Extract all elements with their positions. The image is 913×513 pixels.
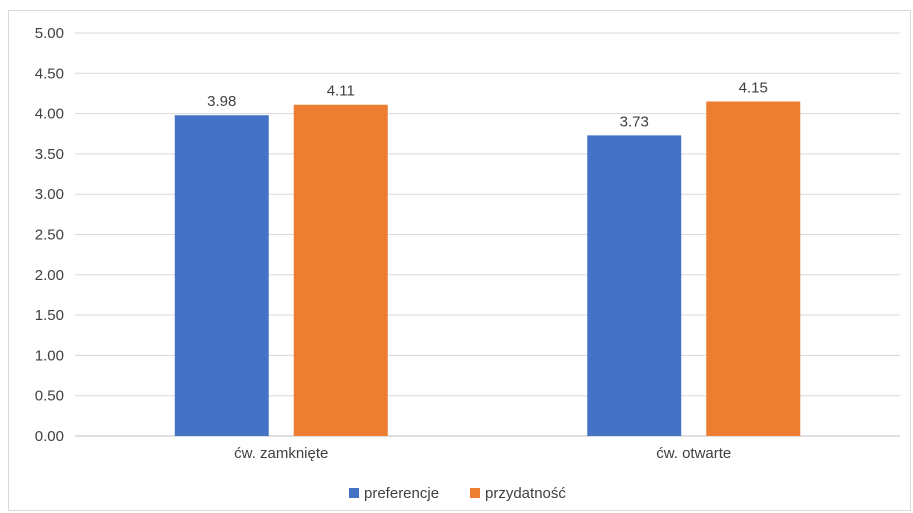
- bars: [174, 101, 801, 436]
- y-tick-label: 4.00: [35, 106, 64, 123]
- data-label: 4.11: [327, 83, 355, 100]
- data-label: 4.15: [739, 80, 768, 97]
- legend-swatch-przydatność: [470, 488, 480, 498]
- category-label: ćw. zamknięte: [234, 445, 328, 462]
- bar-przydatność-0: [293, 104, 388, 436]
- y-tick-label: 0.50: [35, 388, 64, 405]
- bar-preferencje-1: [587, 135, 682, 436]
- y-tick-label: 1.50: [35, 307, 64, 324]
- x-axis-category-labels: ćw. zamknięte ćw. otwarte: [234, 445, 731, 462]
- legend: preferencje przydatność: [349, 485, 566, 502]
- bar-przydatność-1: [706, 101, 801, 436]
- y-tick-label: 3.50: [35, 146, 64, 163]
- y-tick-label: 3.00: [35, 186, 64, 203]
- y-tick-label: 1.00: [35, 347, 64, 364]
- bar-preferencje-0: [174, 115, 269, 436]
- y-tick-label: 2.50: [35, 227, 64, 244]
- data-label: 3.98: [207, 93, 236, 110]
- y-axis-tick-labels: 0.00 0.50 1.00 1.50 2.00 2.50 3.00 3.50 4.00 4.50…: [35, 25, 64, 445]
- y-tick-label: 0.00: [35, 428, 64, 445]
- y-tick-label: 5.00: [35, 25, 64, 42]
- legend-swatch-preferencje: [349, 488, 359, 498]
- legend-label: przydatność: [485, 485, 566, 502]
- legend-label: preferencje: [364, 485, 439, 502]
- y-tick-label: 4.50: [35, 65, 64, 82]
- y-tick-label: 2.00: [35, 267, 64, 284]
- data-label: 3.73: [620, 113, 649, 130]
- data-labels: 3.98 4.11 3.73 4.15: [207, 80, 768, 131]
- category-label: ćw. otwarte: [656, 445, 731, 462]
